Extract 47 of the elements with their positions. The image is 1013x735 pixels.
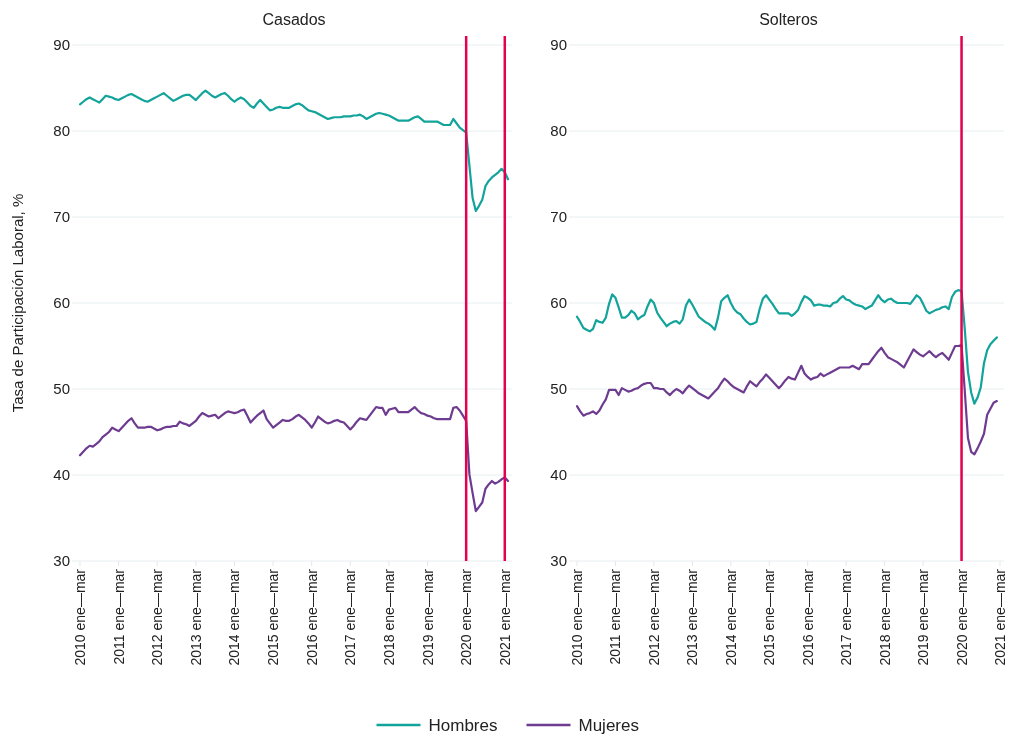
line-series (78, 405, 510, 513)
y-tick-label: 40 (550, 466, 567, 484)
y-tick-label: 70 (550, 208, 567, 226)
x-tick-label: 2013 ene—mar (684, 568, 701, 666)
x-tick-label: 2021 ene—mar (992, 568, 1008, 666)
x-tick-label: 2020 ene—mar (953, 568, 970, 666)
x-tick-label: 2021 ene—mar (496, 568, 513, 666)
x-tick-label: 2015 ene—mar (761, 568, 778, 666)
y-tick-label: 60 (53, 294, 70, 312)
y-tick-label: 70 (53, 208, 70, 226)
legend-label: Hombres (428, 715, 498, 735)
x-tick-label: 2016 ene—mar (799, 568, 816, 666)
chart-title: Casados (262, 11, 326, 28)
line-series (78, 89, 510, 213)
y-tick-label: 30 (53, 552, 70, 570)
x-tick-label: 2016 ene—mar (303, 568, 320, 666)
x-tick-label: 2012 ene—mar (149, 568, 166, 666)
y-axis-title: Tasa de Participación Laboral, % (9, 193, 26, 413)
x-tick-label: 2014 ene—mar (226, 568, 243, 666)
x-tick-label: 2019 ene—mar (419, 568, 436, 666)
line-series (575, 344, 998, 456)
y-tick-label: 50 (550, 380, 567, 398)
y-tick-label: 80 (53, 122, 70, 140)
x-tick-label: 2020 ene—mar (458, 568, 475, 666)
x-tick-label: 2017 ene—mar (342, 568, 359, 666)
y-tick-label: 60 (550, 294, 567, 312)
x-tick-label: 2018 ene—mar (876, 568, 893, 666)
y-tick-label: 40 (53, 466, 70, 484)
y-tick-label: 90 (550, 36, 567, 54)
x-tick-label: 2010 ene—mar (72, 568, 88, 666)
legend-label: Mujeres (578, 715, 639, 735)
x-tick-label: 2013 ene—mar (187, 568, 204, 666)
x-tick-label: 2017 ene—mar (838, 568, 855, 666)
x-tick-label: 2011 ene—mar (607, 568, 624, 665)
x-tick-label: 2015 ene—mar (265, 568, 282, 666)
line-series (575, 289, 998, 405)
y-tick-label: 50 (53, 380, 70, 398)
chart-title: Solteros (759, 11, 818, 28)
x-tick-label: 2010 ene—mar (569, 568, 585, 666)
x-tick-label: 2019 ene—mar (915, 568, 932, 666)
y-tick-label: 30 (550, 552, 567, 570)
x-tick-label: 2014 ene—mar (722, 568, 739, 666)
x-tick-label: 2018 ene—mar (380, 568, 397, 666)
y-tick-label: 80 (550, 122, 567, 140)
y-tick-label: 90 (53, 36, 70, 54)
x-tick-label: 2012 ene—mar (645, 568, 662, 666)
x-tick-label: 2011 ene—mar (110, 568, 127, 665)
